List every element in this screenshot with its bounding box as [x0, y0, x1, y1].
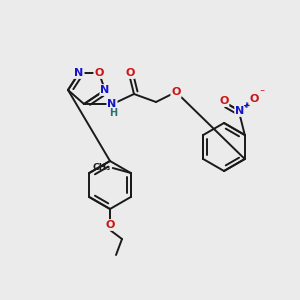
Text: O: O [125, 68, 135, 78]
Text: H: H [109, 108, 117, 118]
Text: O: O [94, 68, 104, 78]
Text: O: O [105, 220, 115, 230]
Text: N: N [100, 85, 109, 95]
Text: O: O [219, 96, 229, 106]
Text: O: O [171, 87, 181, 97]
Text: ⁻: ⁻ [259, 88, 264, 98]
Text: N: N [74, 68, 84, 78]
Text: O: O [249, 94, 259, 104]
Text: +: + [243, 101, 250, 110]
Text: N: N [107, 99, 117, 109]
Text: N: N [235, 106, 244, 116]
Text: CH₃: CH₃ [92, 163, 111, 172]
